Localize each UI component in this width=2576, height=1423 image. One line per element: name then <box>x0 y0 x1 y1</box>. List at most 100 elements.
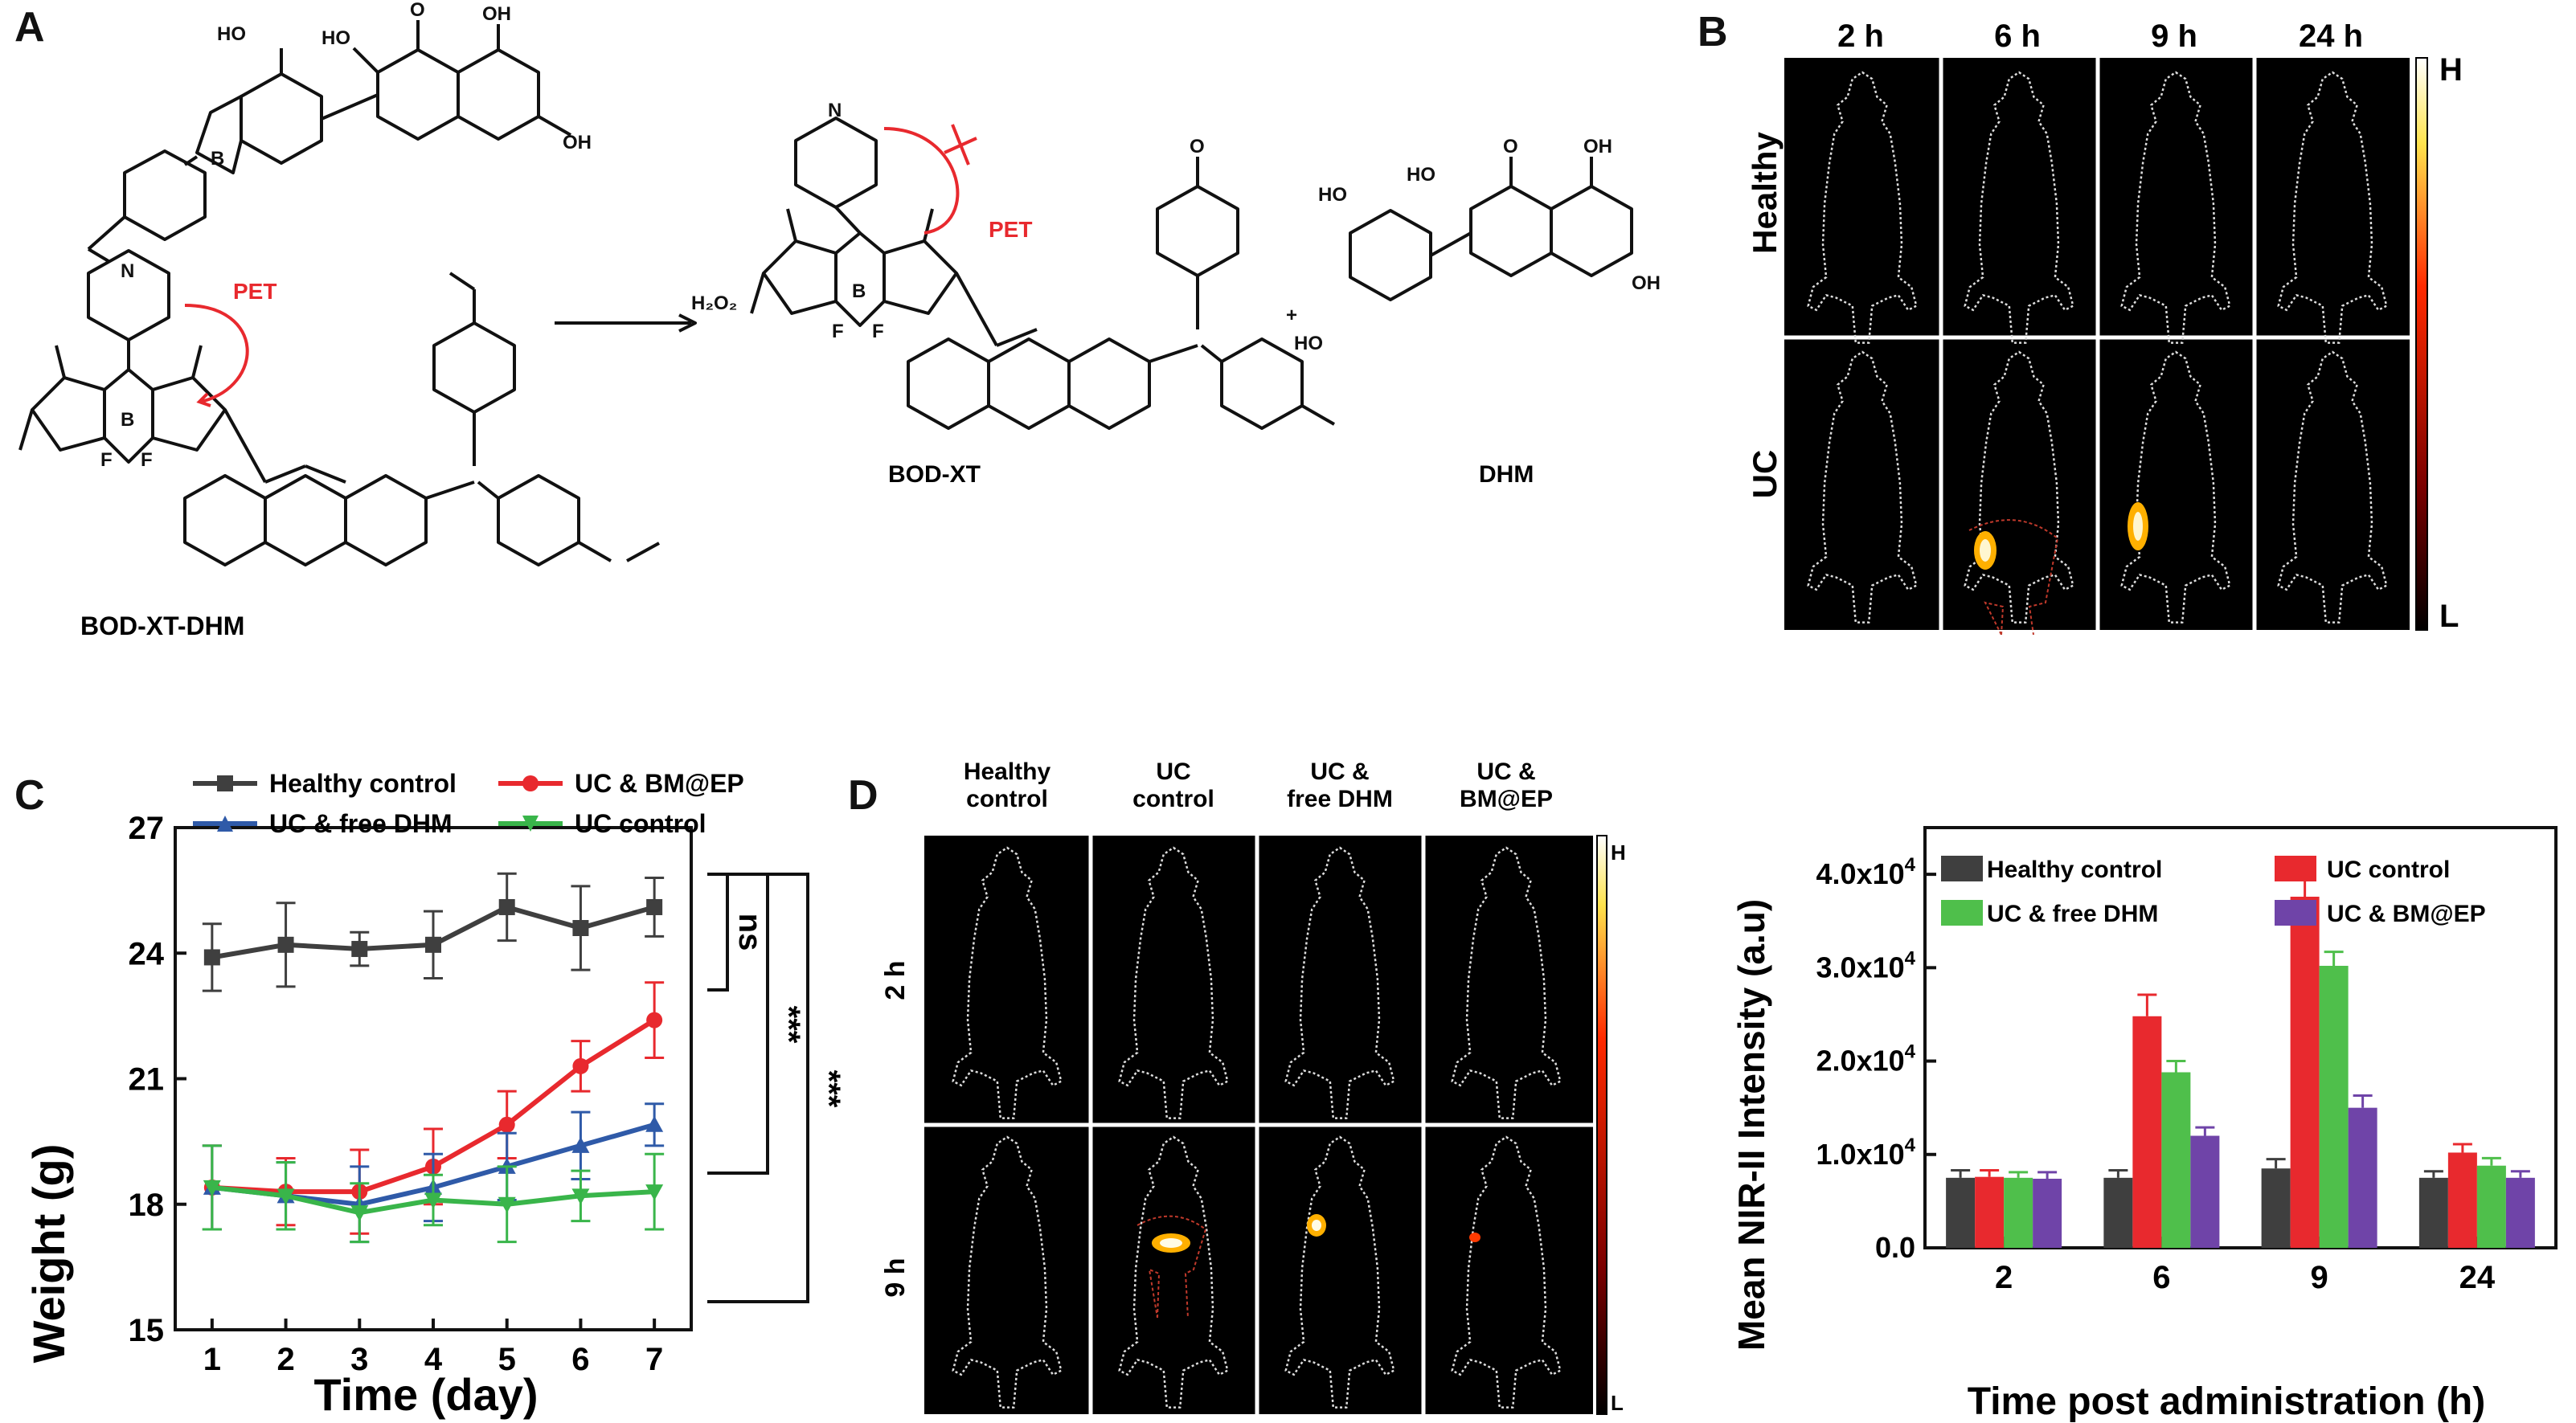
product-anisyl-ring-2 <box>1220 337 1304 430</box>
x-tick-label: 2 <box>276 1342 294 1377</box>
atom-label: HO <box>321 27 350 49</box>
bar <box>2161 1072 2191 1248</box>
data-point <box>498 1196 516 1213</box>
legend-marker-triangle-down <box>522 816 539 832</box>
dhm-pyrogallol-ring <box>1349 209 1432 301</box>
product-bodxt-name: BOD-XT <box>888 461 981 488</box>
legend-marker-square <box>217 775 233 791</box>
atom-label: B <box>121 409 134 431</box>
legend-label-uc-control-e: UC control <box>2327 857 2450 883</box>
legend-c: Healthy control UC & BM@EP UC & free DHM… <box>193 769 744 838</box>
bar <box>2004 1177 2033 1248</box>
row-label-healthy: Healthy <box>1746 132 1784 254</box>
atom-label: O <box>410 0 425 21</box>
panel-letter-d: D <box>848 772 878 819</box>
signal-spot <box>1469 1233 1480 1242</box>
data-point <box>645 1184 664 1201</box>
x-tick-label: 7 <box>645 1342 663 1377</box>
legend-swatch-bmep <box>2275 900 2316 926</box>
pet-arrow-product <box>883 127 960 235</box>
data-point <box>646 1012 663 1028</box>
reactant-name: BOD-XT-DHM <box>80 611 244 640</box>
bar <box>2103 1177 2133 1248</box>
scale-low-label-d: L <box>1611 1391 1624 1415</box>
y-tick-label: 15 <box>129 1313 165 1348</box>
mouse-outline <box>1807 350 1918 624</box>
legend-label-healthy: Healthy control <box>269 769 457 798</box>
imaging-panel-b: 2 h 6 h 9 h 24 h Healthy UC <box>1746 24 2463 635</box>
data-point <box>351 941 368 958</box>
x-tick-label: 4 <box>424 1342 443 1377</box>
product-xanthene-ring-2 <box>987 337 1071 430</box>
data-point <box>425 936 441 953</box>
x-tick-label: 24 <box>2459 1260 2496 1295</box>
product-anisyl-ring-1 <box>1156 185 1239 277</box>
atom-label: O <box>1190 136 1205 157</box>
pet-label-reactant: PET <box>233 279 276 304</box>
mouse-outline <box>1284 1135 1395 1409</box>
row-label-uc: UC <box>1746 450 1784 499</box>
pet-label-product: PET <box>989 217 1032 242</box>
column-label-line: BM@EP <box>1460 786 1553 812</box>
y-tick-label-exponent: 4 <box>1905 1041 1916 1063</box>
legend-label-bmep: UC & BM@EP <box>575 769 744 798</box>
bar <box>2261 1168 2291 1248</box>
y-tick-label-base: 1.0x10 <box>1816 1138 1905 1171</box>
dhm-resorcinol-ring <box>1550 185 1633 277</box>
plot-frame-c <box>174 826 693 1331</box>
y-tick-label-exponent: 4 <box>1905 1135 1916 1156</box>
y-tick-label-base: 4.0x10 <box>1816 857 1905 890</box>
column-label-line: control <box>1132 786 1214 812</box>
mouse-outline <box>1964 350 2074 624</box>
data-point <box>277 936 294 953</box>
significance-stars-2: *** <box>811 1070 846 1108</box>
boronate-ring <box>195 95 243 174</box>
data-point <box>203 949 220 966</box>
reactant-xanthene-ring-1 <box>183 474 267 566</box>
x-tick-label: 2 <box>1995 1260 2013 1295</box>
signal-spot-core <box>1980 539 1991 562</box>
x-axis-label-c: Time (day) <box>313 1369 538 1420</box>
bar <box>2476 1165 2506 1248</box>
mouse-outline <box>2277 71 2388 344</box>
significance-brackets <box>707 873 809 1303</box>
y-axis-label-c: Weight (g) <box>23 1144 74 1364</box>
y-tick-label-exponent: 4 <box>1905 947 1916 969</box>
data-point <box>572 920 589 936</box>
data-point <box>571 1188 590 1205</box>
mouse-outline <box>1451 846 1562 1119</box>
atom-label: OH <box>563 132 592 153</box>
product-bodipy-right <box>883 239 958 315</box>
plot-frame-e <box>1923 826 2558 1249</box>
column-label-line: control <box>966 786 1048 812</box>
legend-label-free-dhm: UC & free DHM <box>269 809 453 838</box>
reactant-pyranone-ring <box>376 48 460 141</box>
x-tick-label: 5 <box>498 1342 516 1377</box>
legend-marker-triangle-up <box>217 816 233 832</box>
reactant-bodipy-center <box>103 368 154 464</box>
mouse-outline <box>1118 1135 1229 1409</box>
reactant-resorcinol-ring <box>457 48 540 141</box>
bar <box>2132 1016 2162 1248</box>
y-tick-label: 24 <box>129 936 165 971</box>
legend-e: Healthy control UC control UC & free DHM… <box>1941 856 2486 927</box>
reactant-bodipy-left <box>31 376 106 452</box>
panel-letter-c: C <box>14 772 45 819</box>
bar <box>2418 1177 2448 1248</box>
bar <box>2033 1178 2062 1248</box>
x-tick-label: 6 <box>571 1342 589 1377</box>
column-label-line: free DHM <box>1287 786 1393 812</box>
data-point <box>350 1205 369 1222</box>
product-pyridine-ring <box>794 117 878 209</box>
time-label: 9 h <box>2151 24 2197 54</box>
column-label: UC control <box>1132 759 1214 812</box>
x-tick-label: 9 <box>2311 1260 2328 1295</box>
mouse-outline <box>2120 71 2231 344</box>
bar <box>2447 1152 2477 1248</box>
y-tick-label-base: 2.0x10 <box>1816 1045 1905 1077</box>
mouse-outline <box>1284 846 1395 1119</box>
product-xanthene-ring-3 <box>1067 337 1151 430</box>
y-tick-label: 0.0 <box>1875 1231 1915 1264</box>
atom-label: N <box>121 260 134 282</box>
